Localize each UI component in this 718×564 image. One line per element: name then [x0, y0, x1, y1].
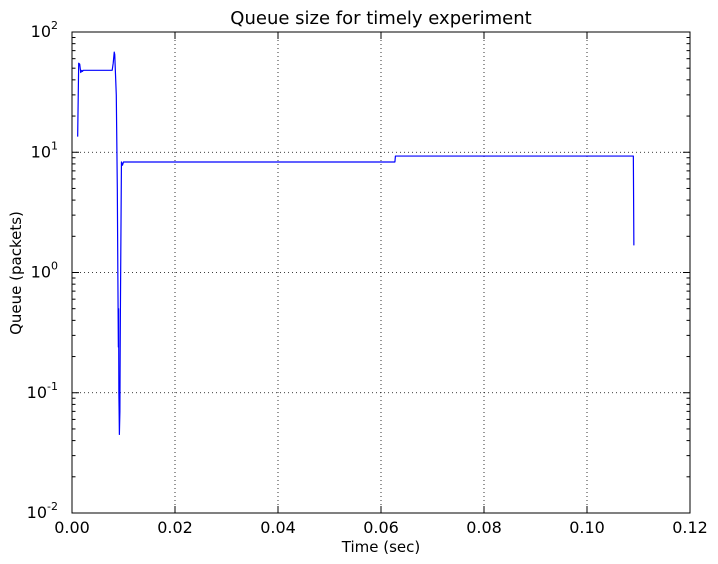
x-tick-label: 0.06: [363, 518, 399, 537]
series-line-0: [77, 51, 635, 436]
x-tick-label: 0.04: [260, 518, 296, 537]
x-tick-label: 0.10: [569, 518, 605, 537]
x-tick-label: 0.02: [157, 518, 193, 537]
tick-marks: [71, 31, 691, 514]
y-axis-label: Queue (packets): [7, 211, 25, 335]
x-axis-label: Time (sec): [341, 538, 420, 556]
y-tick-label: 101: [31, 139, 58, 161]
x-tick-label: 0.08: [466, 518, 502, 537]
x-tick-label: 0.12: [672, 518, 708, 537]
data-lines: [77, 51, 635, 436]
y-tick-labels: 10-2 10-1 100 101 102: [27, 19, 58, 522]
chart-title: Queue size for timely experiment: [230, 8, 531, 29]
x-tick-labels: 0.00 0.02 0.04 0.06 0.08 0.10 0.12: [54, 518, 708, 537]
y-tick-label: 10-2: [27, 500, 58, 522]
y-tick-label: 10-1: [27, 380, 58, 402]
x-tick-label: 0.00: [54, 518, 90, 537]
grid-lines: [72, 32, 690, 513]
y-tick-label: 102: [31, 19, 58, 41]
y-tick-label: 100: [31, 260, 58, 282]
